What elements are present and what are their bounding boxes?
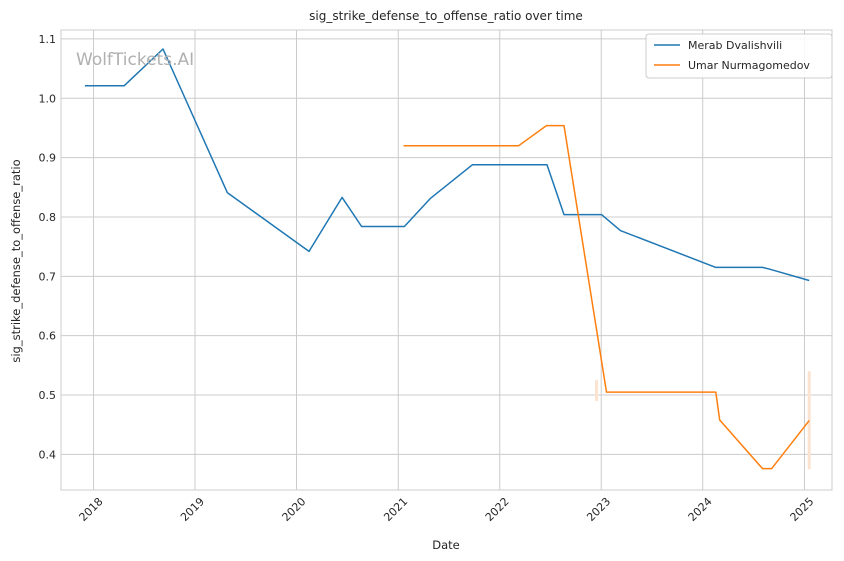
legend-box (645, 33, 833, 79)
watermark-text: WolfTickets.AI (76, 50, 194, 70)
chart-title: sig_strike_defense_to_offense_ratio over… (309, 9, 583, 23)
y-tick-label: 1.1 (39, 33, 57, 46)
series-line-0 (84, 48, 810, 282)
legend: Merab Dvalishvili Umar Nurmagomedov (645, 33, 833, 79)
x-tick-label: 2018 (77, 495, 106, 524)
x-tick-label: 2025 (788, 495, 817, 524)
x-tick-label: 2020 (280, 495, 309, 524)
y-tick-label: 0.4 (39, 448, 57, 461)
legend-label-umar: Umar Nurmagomedov (688, 59, 810, 72)
y-axis-label: sig_strike_defense_to_offense_ratio (9, 159, 23, 362)
x-tick-label: 2023 (584, 495, 613, 524)
x-tick-label: 2021 (381, 495, 410, 524)
series-layer (84, 48, 810, 470)
y-tick-label: 0.7 (39, 270, 57, 283)
x-axis-label: Date (432, 538, 460, 552)
x-tick-label: 2022 (483, 495, 512, 524)
uncertainty-band (807, 371, 811, 470)
x-tick-label: 2019 (178, 495, 207, 524)
y-tick-label: 0.6 (39, 330, 57, 343)
y-tick-label: 0.8 (39, 211, 57, 224)
y-tick-label: 0.9 (39, 152, 57, 165)
axes-frame (60, 29, 833, 491)
band-layer (595, 371, 811, 470)
plot-frame (60, 29, 833, 491)
y-tick-label: 1.0 (39, 92, 57, 105)
grid-layer (61, 30, 832, 490)
uncertainty-band (595, 380, 599, 401)
y-tick-label: 0.5 (39, 389, 57, 402)
x-tick-label: 2024 (686, 495, 715, 524)
legend-label-merab: Merab Dvalishvili (688, 39, 782, 52)
series-line-1 (403, 124, 810, 470)
x-tick-labels: 2018 2019 2020 2021 2022 2023 2024 2025 (77, 495, 817, 524)
y-tick-labels: 0.4 0.5 0.6 0.7 0.8 0.9 1.0 1.1 (39, 33, 57, 461)
